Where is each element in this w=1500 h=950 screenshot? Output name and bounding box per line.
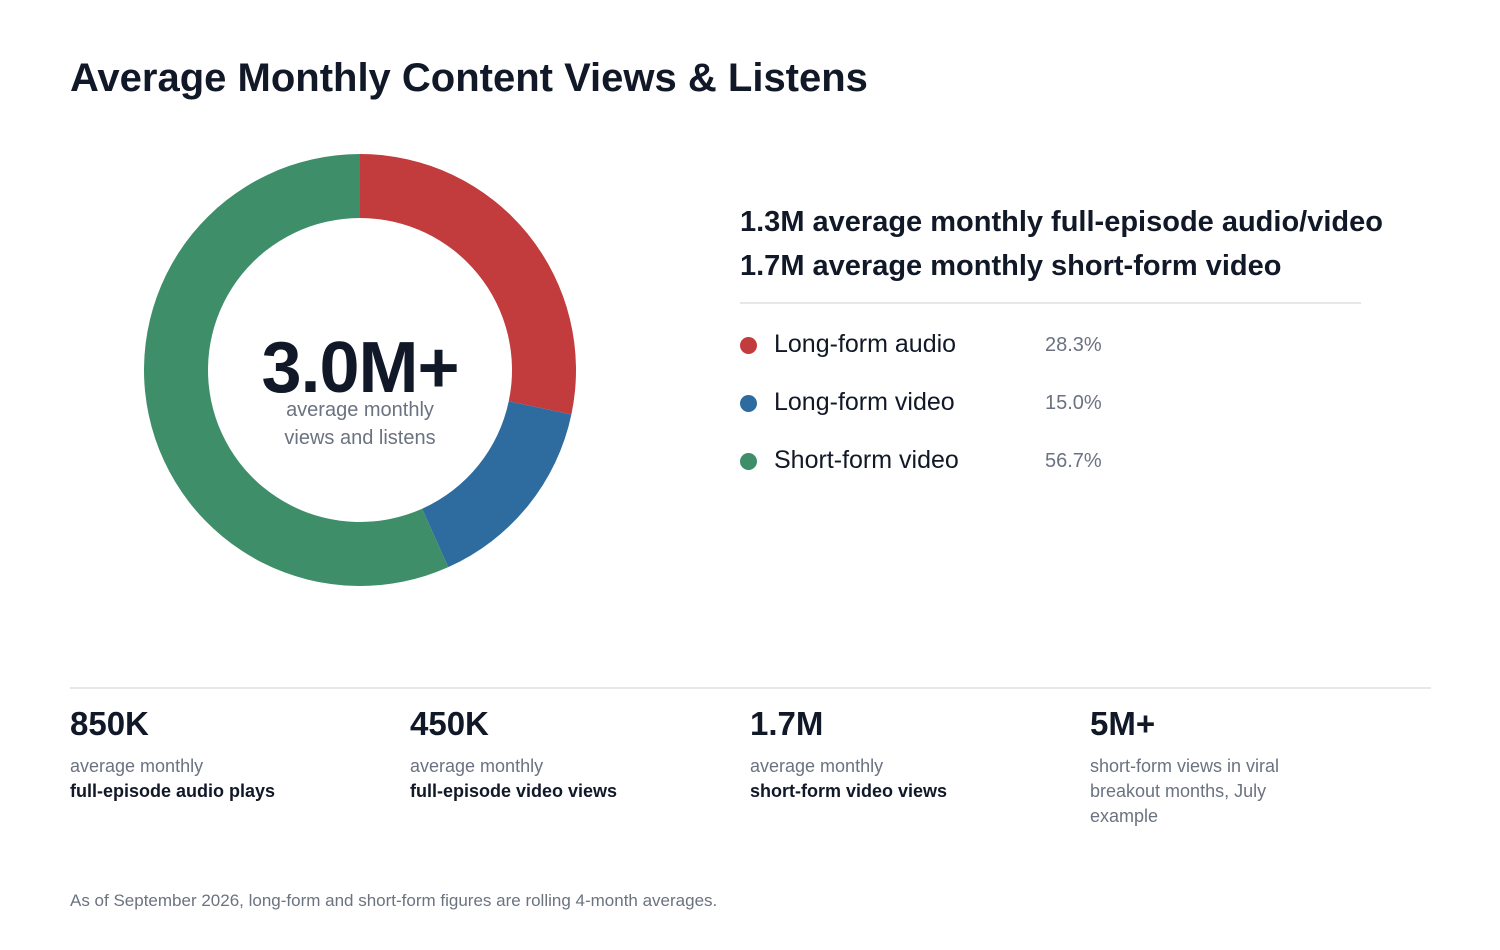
legend-item-long-form-audio: Long-form audio 28.3% bbox=[740, 320, 1140, 378]
stat-value: 450K bbox=[410, 705, 489, 742]
stat-caption: average monthly bbox=[410, 756, 544, 776]
legend-label: Short-form video bbox=[774, 446, 959, 474]
stat-value: 1.7M bbox=[750, 705, 824, 742]
stat-viral-breakout: 5M+ short-form views in viral breakout m… bbox=[1090, 704, 1390, 829]
stat-audio-plays: 850K average monthly full-episode audio … bbox=[70, 704, 370, 804]
stats-divider bbox=[70, 687, 1431, 689]
legend-swatch-short-form-video bbox=[740, 453, 757, 470]
stat-caption: short-form views in viral breakout month… bbox=[1090, 756, 1280, 826]
donut-slice-long-form-video bbox=[422, 401, 572, 568]
legend-divider bbox=[740, 302, 1361, 304]
stat-caption: average monthly bbox=[70, 756, 204, 776]
donut-center-caption: average monthly views and listens bbox=[260, 396, 460, 452]
stat-caption: average monthly bbox=[750, 756, 884, 776]
legend-label: Long-form audio bbox=[774, 330, 957, 358]
donut-center-caption-line2: views and listens bbox=[284, 427, 436, 449]
donut-center-caption-line1: average monthly bbox=[286, 399, 434, 421]
donut-chart bbox=[143, 154, 576, 586]
chart-legend: Long-form audio 28.3% Long-form video 15… bbox=[740, 320, 1140, 494]
stat-strong-caption: full-episode video views bbox=[410, 781, 618, 801]
legend-item-long-form-video: Long-form video 15.0% bbox=[740, 378, 1140, 436]
footnote: As of September 2026, long-form and shor… bbox=[70, 891, 718, 910]
legend-percent: 56.7% bbox=[1045, 450, 1102, 472]
legend-label: Long-form video bbox=[774, 388, 955, 416]
legend-swatch-long-form-audio bbox=[740, 337, 757, 354]
page-title: Average Monthly Content Views & Listens bbox=[70, 56, 868, 100]
stat-strong-caption: short-form video views bbox=[750, 781, 948, 801]
stat-value: 5M+ bbox=[1090, 705, 1156, 742]
stat-value: 850K bbox=[70, 705, 149, 742]
legend-item-short-form-video: Short-form video 56.7% bbox=[740, 436, 1140, 494]
headline-full-episode: 1.3M average monthly full-episode audio/… bbox=[740, 206, 1383, 238]
stat-strong-caption: full-episode audio plays bbox=[70, 781, 276, 801]
legend-percent: 28.3% bbox=[1045, 334, 1102, 356]
stat-video-views: 450K average monthly full-episode video … bbox=[410, 704, 710, 804]
donut-center-value: 3.0M+ bbox=[261, 328, 459, 408]
donut-slice-short-form-video bbox=[143, 154, 449, 586]
legend-swatch-long-form-video bbox=[740, 395, 757, 412]
donut-slice-long-form-audio bbox=[360, 154, 576, 415]
headline-short-form: 1.7M average monthly short-form video bbox=[740, 250, 1282, 282]
legend-percent: 15.0% bbox=[1045, 392, 1102, 414]
stat-short-form-views: 1.7M average monthly short-form video vi… bbox=[750, 704, 1050, 804]
